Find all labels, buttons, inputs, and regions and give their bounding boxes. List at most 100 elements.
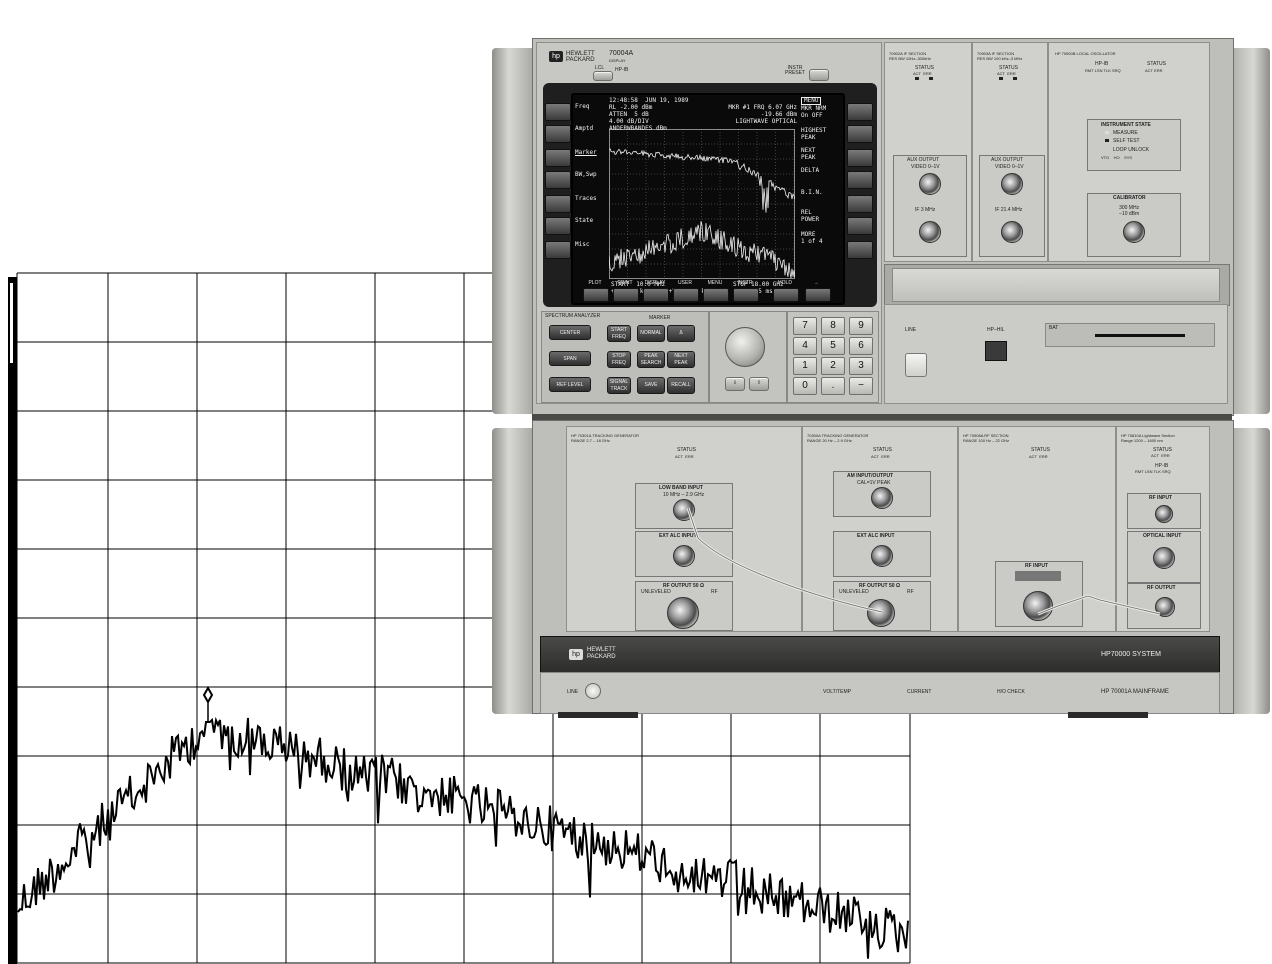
tg1-ext-alc: EXT ALC INPUT [659, 533, 697, 539]
screen-softmenu-text: MORE [801, 231, 816, 238]
bottom-softkey[interactable] [673, 288, 699, 302]
plot-left-axis-highlight [10, 283, 13, 363]
lw-optical-input-box [1127, 531, 1201, 583]
display-unit: hp HEWLETT PACKARD 70004A DISPLAY LCL HP-… [536, 42, 882, 404]
lower-brand-text: HEWLETT PACKARD [587, 647, 616, 660]
if1-if-label: IF 3 MHz [915, 207, 936, 213]
bottom-softkey[interactable] [773, 288, 799, 302]
screen-softmenu-text: PEAK [801, 154, 816, 161]
disk-slot[interactable] [1095, 334, 1185, 337]
bottom-softkey-label: PRINT [617, 280, 633, 286]
screen-softmenu-text: B.I.N. [801, 189, 823, 196]
right-softkey[interactable] [847, 125, 873, 143]
marker-delta-button[interactable]: Δ [667, 325, 695, 342]
screen-softmenu-item: REL POWER [801, 209, 819, 223]
left-softkey[interactable] [545, 195, 571, 213]
tg2-rf-output-connector[interactable] [867, 599, 895, 627]
mainframe-power-switch[interactable] [585, 683, 601, 699]
bottom-softkey-label: MENU [707, 280, 723, 286]
screen-lines-left: RL -2.00 dBm ATTEN 5 dB 4.00 dB/DIV ANDERWB… [609, 104, 667, 132]
if1-if-connector[interactable] [919, 221, 941, 243]
rf-input-connector[interactable] [1023, 591, 1053, 621]
tg2-ext-alc-connector[interactable] [871, 545, 893, 567]
marker-next-peak-button[interactable]: NEXT PEAK [667, 351, 695, 368]
tg2-am-connector[interactable] [871, 487, 893, 509]
hp-hil-port[interactable] [985, 341, 1007, 361]
lo-hpib-leds: RMT LSN TLK SRQ [1085, 68, 1121, 73]
marker-normal-button[interactable]: NORMAL [637, 325, 665, 342]
plot-marker-diamond [202, 685, 214, 705]
bottom-softkey[interactable] [613, 288, 639, 302]
keypad-key[interactable]: 5 [821, 337, 845, 355]
screen-footer-line: STOP 18.00 GHz [733, 281, 784, 288]
left-softkey[interactable] [545, 217, 571, 235]
keypad-key[interactable]: 7 [793, 317, 817, 335]
lower-right-handle [1228, 428, 1270, 714]
instr-preset-button[interactable] [809, 69, 829, 81]
keypad-key[interactable]: 8 [821, 317, 845, 335]
keypad-key[interactable]: − [849, 377, 873, 395]
if2-if-connector[interactable] [1001, 221, 1023, 243]
keypad-key[interactable]: 6 [849, 337, 873, 355]
right-softkey[interactable] [847, 195, 873, 213]
tg1-rf-output-connector[interactable] [667, 597, 699, 629]
step-up-button[interactable]: ⇧ [749, 377, 769, 391]
bottom-softkey[interactable] [583, 288, 609, 302]
bottom-softkey-label: HOLD [778, 280, 792, 286]
line-switch[interactable] [905, 353, 927, 377]
sa-start-freq-button[interactable]: START FREQ [607, 325, 631, 342]
tg2-am-sub: CAL=1V PEAK [857, 480, 891, 486]
right-softkey[interactable] [847, 171, 873, 189]
if1-video-connector[interactable] [919, 173, 941, 195]
tg2-status: STATUS [873, 447, 892, 453]
left-softkey[interactable] [545, 125, 571, 143]
keypad-key[interactable]: . [821, 377, 845, 395]
step-down-button[interactable]: ⇩ [725, 377, 745, 391]
right-softkey[interactable] [847, 217, 873, 235]
bottom-softkey[interactable] [733, 288, 759, 302]
lo-calibrator-connector[interactable] [1123, 221, 1145, 243]
lcl-button[interactable] [593, 71, 613, 81]
left-softkey[interactable] [545, 149, 571, 167]
hpib-led-label: TLK [1103, 68, 1112, 73]
keypad-key[interactable]: 4 [793, 337, 817, 355]
left-softkey[interactable] [545, 241, 571, 259]
bottom-softkey[interactable] [703, 288, 729, 302]
if2-video-connector[interactable] [1001, 173, 1023, 195]
sa-span-button[interactable]: SPAN [549, 351, 591, 366]
bottom-softkey[interactable] [805, 288, 831, 302]
lw-rf-input-connector[interactable] [1155, 505, 1173, 523]
tg2-led-labels: ACT ERR [871, 454, 890, 459]
lw-optical-input-connector[interactable] [1153, 547, 1175, 569]
tg1-ext-alc-connector[interactable] [673, 545, 695, 567]
right-softkey[interactable] [847, 241, 873, 259]
screen-left-menu-label: State [575, 217, 594, 224]
lw-rf-output-connector[interactable] [1155, 597, 1175, 617]
sa-signal-track-button[interactable]: SIGNAL TRACK [607, 377, 631, 394]
keypad-key[interactable]: 3 [849, 357, 873, 375]
marker-button-label: PEAK [644, 353, 658, 359]
keypad-key[interactable]: 2 [821, 357, 845, 375]
sa-stop-freq-button[interactable]: STOP FREQ [607, 351, 631, 368]
rf-input: RF INPUT [1025, 563, 1049, 569]
marker-save-button[interactable]: SAVE [637, 377, 665, 394]
sa-ref-level-button[interactable]: REF LEVEL [549, 377, 591, 392]
rotary-knob[interactable] [725, 327, 765, 367]
keypad-key[interactable]: 0 [793, 377, 817, 395]
marker-recall-button[interactable]: RECALL [667, 377, 695, 394]
keypad-key[interactable]: 1 [793, 357, 817, 375]
keypad-key[interactable]: 9 [849, 317, 873, 335]
left-softkey[interactable] [545, 103, 571, 121]
plot-trace [17, 716, 909, 959]
sa-button-label: FREQ [612, 334, 626, 340]
bottom-softkey[interactable] [643, 288, 669, 302]
left-softkey[interactable] [545, 171, 571, 189]
sa-center-button[interactable]: CENTER [549, 325, 591, 340]
screen-softmenu-text: HIGHEST [801, 127, 827, 134]
lw-led-labels: ACT ERR [1151, 453, 1170, 458]
lo-measure: MEASURE [1113, 130, 1138, 136]
right-softkey[interactable] [847, 103, 873, 121]
ho-check-label: H/O CHECK [997, 689, 1025, 695]
right-softkey[interactable] [847, 149, 873, 167]
marker-peak-search-button[interactable]: PEAK SEARCH [637, 351, 665, 368]
